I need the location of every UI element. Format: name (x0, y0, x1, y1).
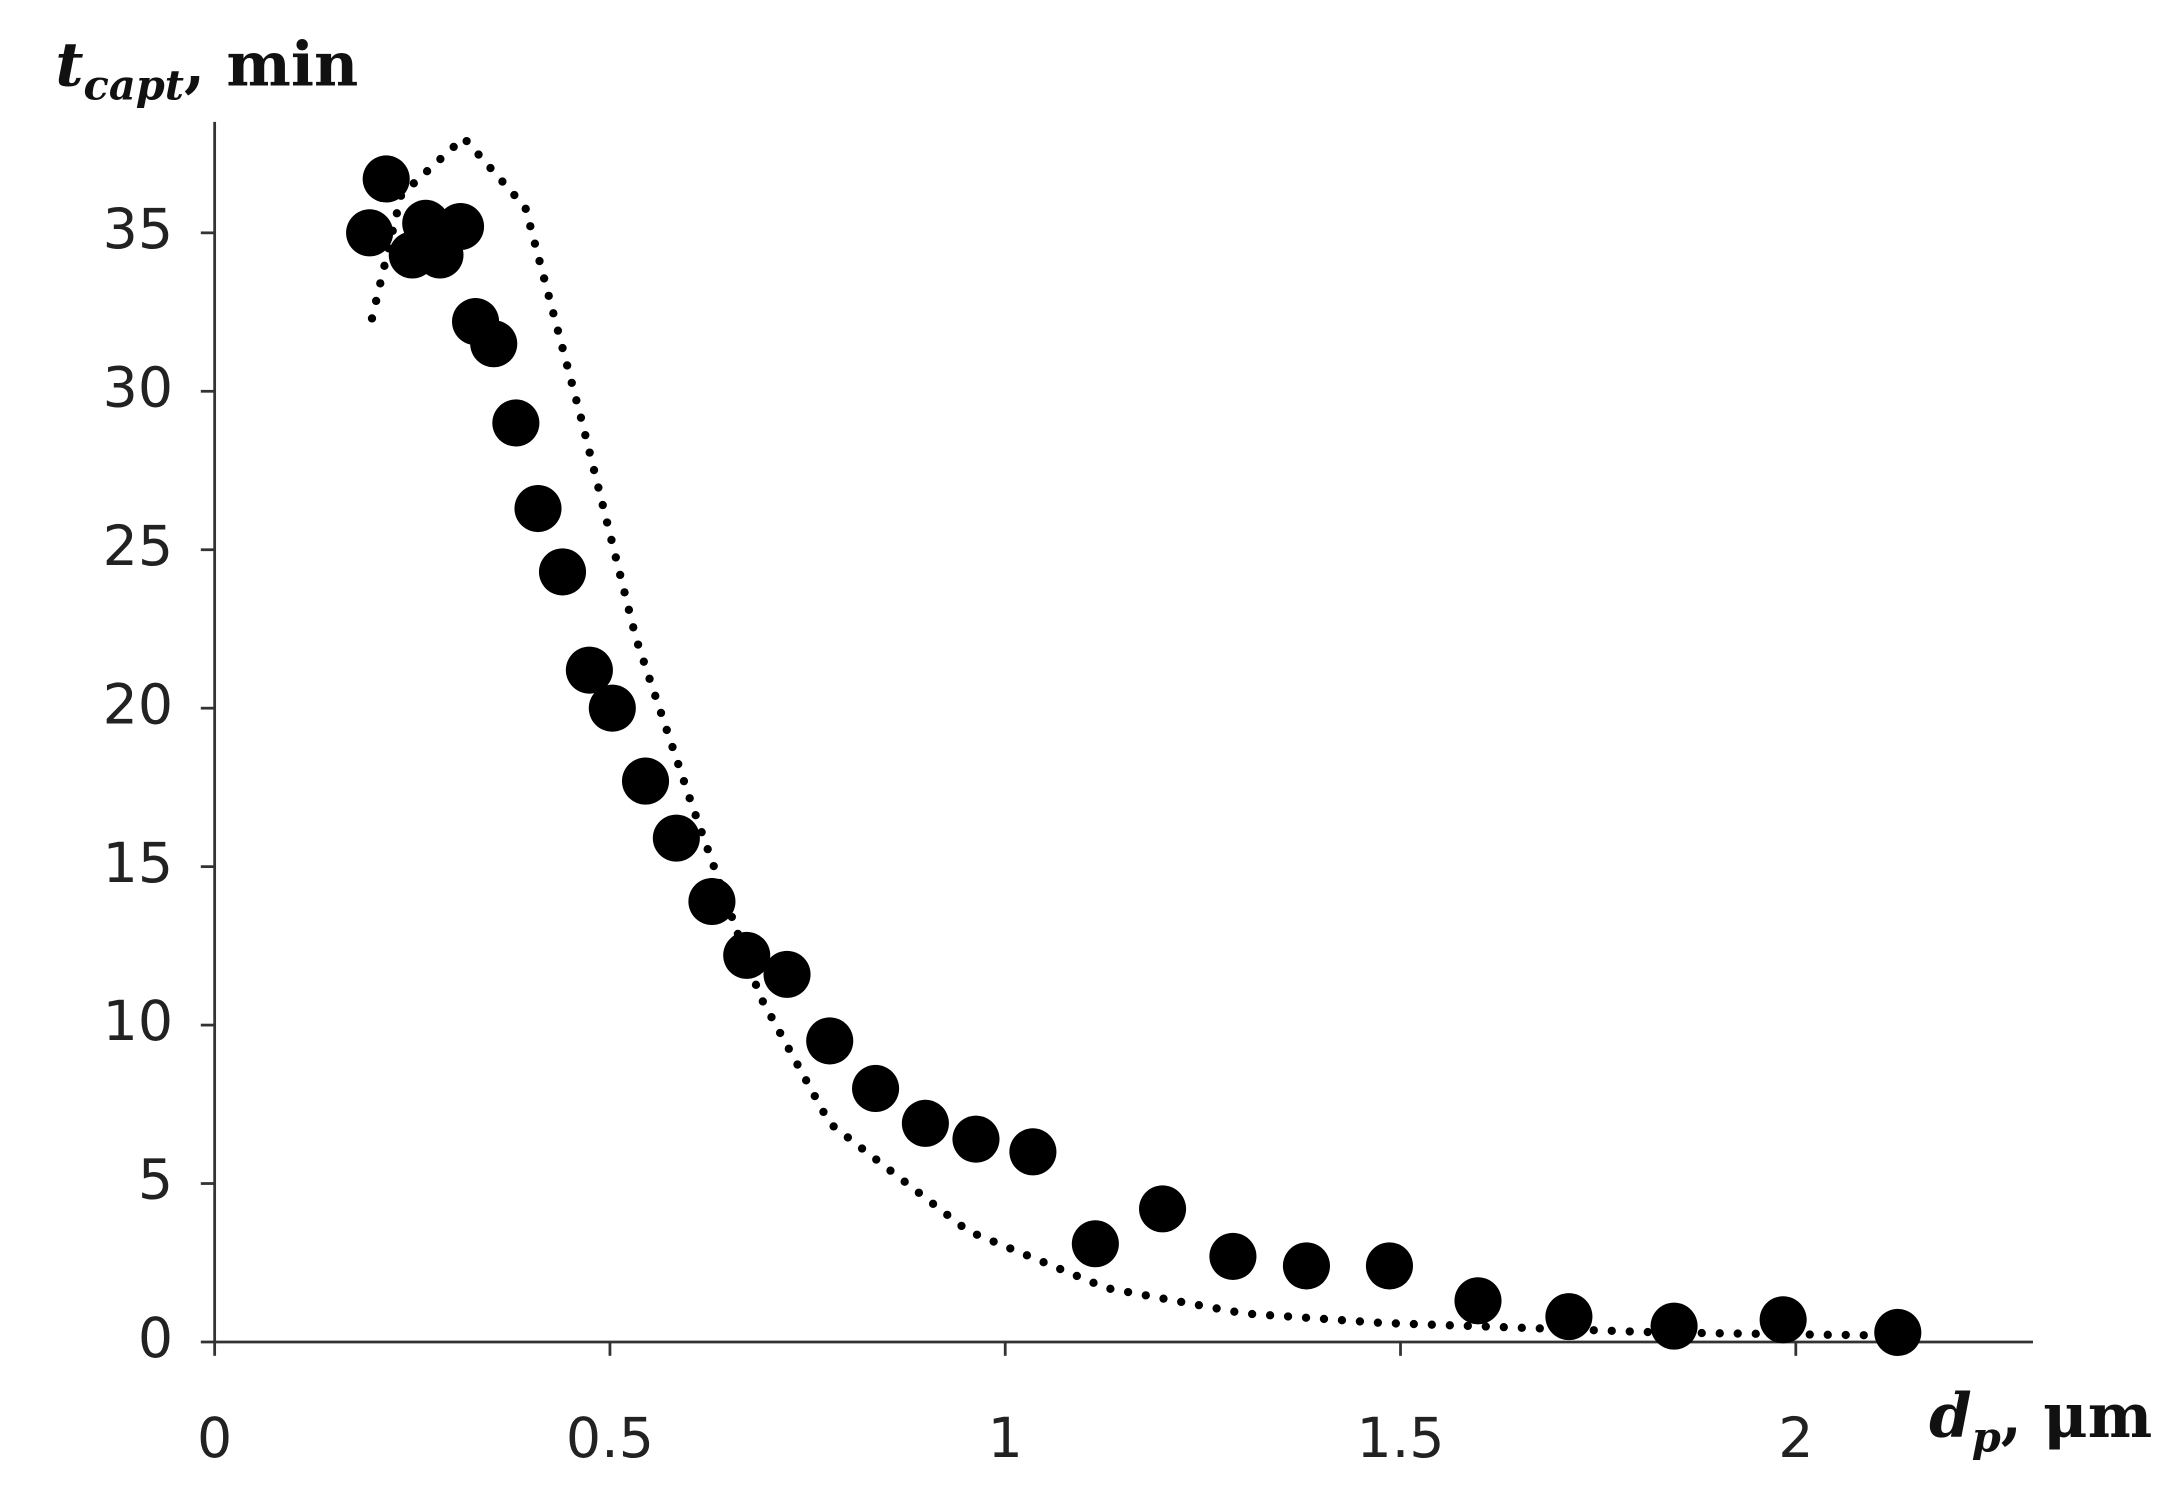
point (362, 155, 410, 203)
point (723, 931, 771, 979)
y-axis-label: tcapt, min (55, 29, 358, 109)
y-label-suffix: , min (184, 29, 358, 100)
point (763, 950, 811, 998)
point (1365, 1242, 1413, 1290)
x-tick-label: 0 (197, 1407, 232, 1471)
x-axis-label: dp, μm (1929, 1381, 2152, 1461)
point (688, 877, 736, 926)
point (565, 646, 613, 694)
y-tick-label: 5 (138, 1149, 173, 1213)
y-tick-label: 0 (138, 1307, 173, 1371)
x-tick-label: 1.5 (1356, 1407, 1444, 1471)
point (470, 320, 518, 368)
x-label-symbol: d (1929, 1381, 1972, 1452)
point (1009, 1128, 1057, 1176)
point (621, 757, 670, 805)
point (1071, 1220, 1119, 1268)
y-tick-label: 35 (103, 198, 173, 262)
y-label-subscript: capt (84, 60, 184, 109)
point (852, 1064, 900, 1113)
x-tick-label: 0.5 (566, 1407, 654, 1471)
point (1650, 1302, 1698, 1350)
point (492, 399, 540, 447)
point (901, 1099, 949, 1147)
point (952, 1115, 1000, 1163)
point (1209, 1232, 1257, 1280)
x-tick-label: 2 (1778, 1407, 1813, 1471)
point (1139, 1185, 1187, 1233)
trend-line (367, 131, 1898, 1340)
y-tick-label: 30 (103, 356, 173, 420)
point (1545, 1293, 1593, 1341)
point (1282, 1242, 1330, 1290)
y-label-symbol: t (55, 29, 83, 100)
point (436, 202, 485, 251)
point (1759, 1296, 1807, 1344)
y-tick-label: 25 (103, 515, 173, 579)
point (346, 209, 394, 257)
point (1454, 1277, 1502, 1325)
point (538, 548, 587, 596)
y-tick-label: 15 (103, 832, 173, 896)
x-tick-label: 1 (988, 1407, 1023, 1471)
y-tick-label: 10 (103, 990, 173, 1054)
x-label-suffix: , μm (2001, 1381, 2152, 1452)
point (588, 684, 636, 732)
point (806, 1017, 854, 1065)
y-tick-label: 20 (103, 673, 173, 737)
point (1874, 1308, 1922, 1357)
point (652, 814, 700, 862)
x-label-subscript: p (1972, 1412, 2001, 1461)
point (514, 484, 562, 533)
